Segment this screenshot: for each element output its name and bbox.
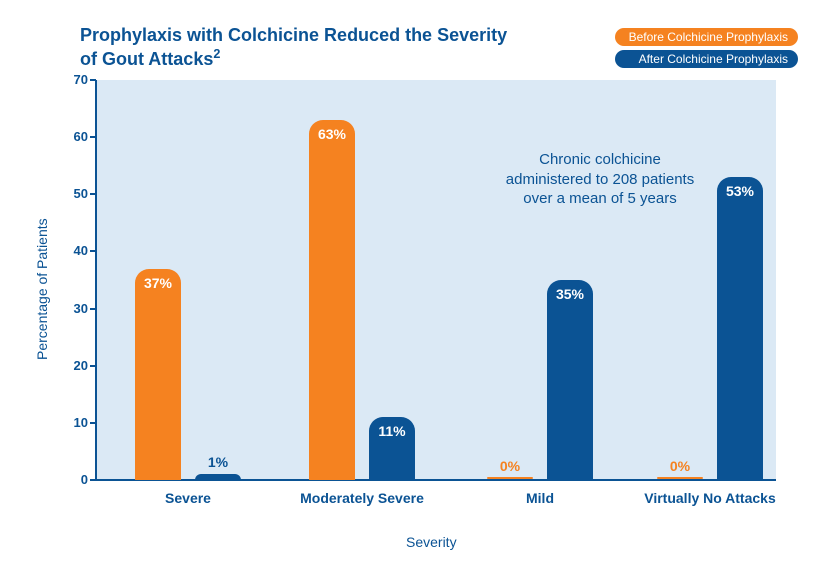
plot-area	[96, 80, 776, 480]
legend-item-after: After Colchicine Prophylaxis	[615, 50, 798, 68]
y-tick-label: 40	[62, 243, 88, 258]
bar-label-after: 35%	[547, 286, 593, 302]
legend-item-before: Before Colchicine Prophylaxis	[615, 28, 798, 46]
x-axis-label: Severity	[406, 534, 457, 550]
bar-label-before-zero: 0%	[657, 458, 703, 474]
y-axis-line	[95, 80, 97, 480]
title-superscript: 2	[213, 47, 220, 61]
y-tick-label: 10	[62, 415, 88, 430]
bar-before-zero-stub	[487, 477, 533, 479]
annotation-line1: Chronic colchicine	[539, 151, 661, 168]
category-label: Mild	[460, 490, 620, 506]
bar-label-before: 63%	[309, 126, 355, 142]
legend: Before Colchicine Prophylaxis After Colch…	[615, 28, 798, 68]
bar-label-after: 1%	[195, 454, 241, 470]
bar-label-before-zero: 0%	[487, 458, 533, 474]
bar-label-before: 37%	[135, 275, 181, 291]
bar-after	[717, 177, 763, 480]
bar-after	[195, 474, 241, 480]
chart-container: Prophylaxis with Colchicine Reduced the …	[0, 0, 830, 584]
y-tick-label: 0	[62, 472, 88, 487]
category-label: Severe	[108, 490, 268, 506]
bar-before-zero-stub	[657, 477, 703, 479]
y-tick-label: 50	[62, 186, 88, 201]
category-label: Moderately Severe	[282, 490, 442, 506]
annotation-line2: administered to 208 patients	[506, 171, 694, 188]
y-tick-label: 60	[62, 129, 88, 144]
y-axis-label: Percentage of Patients	[34, 218, 50, 360]
bar-label-after: 11%	[369, 423, 415, 439]
title-line1: Prophylaxis with Colchicine Reduced the …	[80, 25, 507, 45]
y-tick-label: 70	[62, 72, 88, 87]
bar-label-after: 53%	[717, 183, 763, 199]
y-tick-label: 20	[62, 358, 88, 373]
category-label: Virtually No Attacks	[630, 490, 790, 506]
bar-after	[547, 280, 593, 480]
chart-title: Prophylaxis with Colchicine Reduced the …	[80, 24, 507, 70]
title-line2: of Gout Attacks	[80, 49, 213, 69]
bar-before	[135, 269, 181, 480]
y-tick-label: 30	[62, 301, 88, 316]
annotation-line3: over a mean of 5 years	[523, 190, 676, 207]
bar-before	[309, 120, 355, 480]
annotation-text: Chronic colchicine administered to 208 pa…	[480, 150, 720, 209]
